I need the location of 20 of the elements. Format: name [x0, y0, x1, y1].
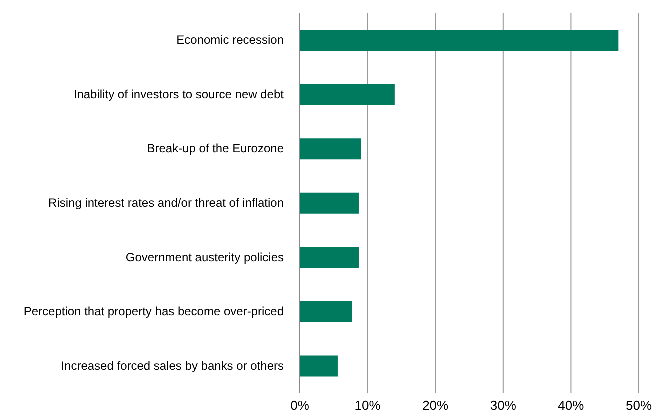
bar [300, 192, 359, 214]
y-tick-label: Perception that property has become over-priced [24, 304, 284, 319]
y-tick-label: Inability of investors to source new debt [74, 87, 285, 102]
bar [300, 84, 395, 106]
y-tick-label: Increased forced sales by banks or others [61, 358, 284, 373]
x-tick-label: 50% [626, 398, 652, 414]
y-tick-label: Economic recession [176, 33, 284, 48]
x-tick-label: 0% [290, 398, 310, 414]
x-tick-label: 40% [558, 398, 585, 414]
bar [300, 30, 619, 51]
y-tick-label: Break-up of the Eurozone [147, 142, 284, 156]
x-tick-label: 10% [354, 398, 382, 414]
bar [300, 301, 352, 322]
bar [300, 138, 362, 160]
bar [300, 356, 338, 377]
bar [300, 247, 359, 268]
y-tick-label: Rising interest rates and/or threat of inflation [48, 196, 284, 210]
x-tick-label: 30% [490, 398, 517, 414]
y-tick-label: Government austerity policies [126, 250, 284, 264]
x-tick-label: 20% [422, 398, 450, 414]
